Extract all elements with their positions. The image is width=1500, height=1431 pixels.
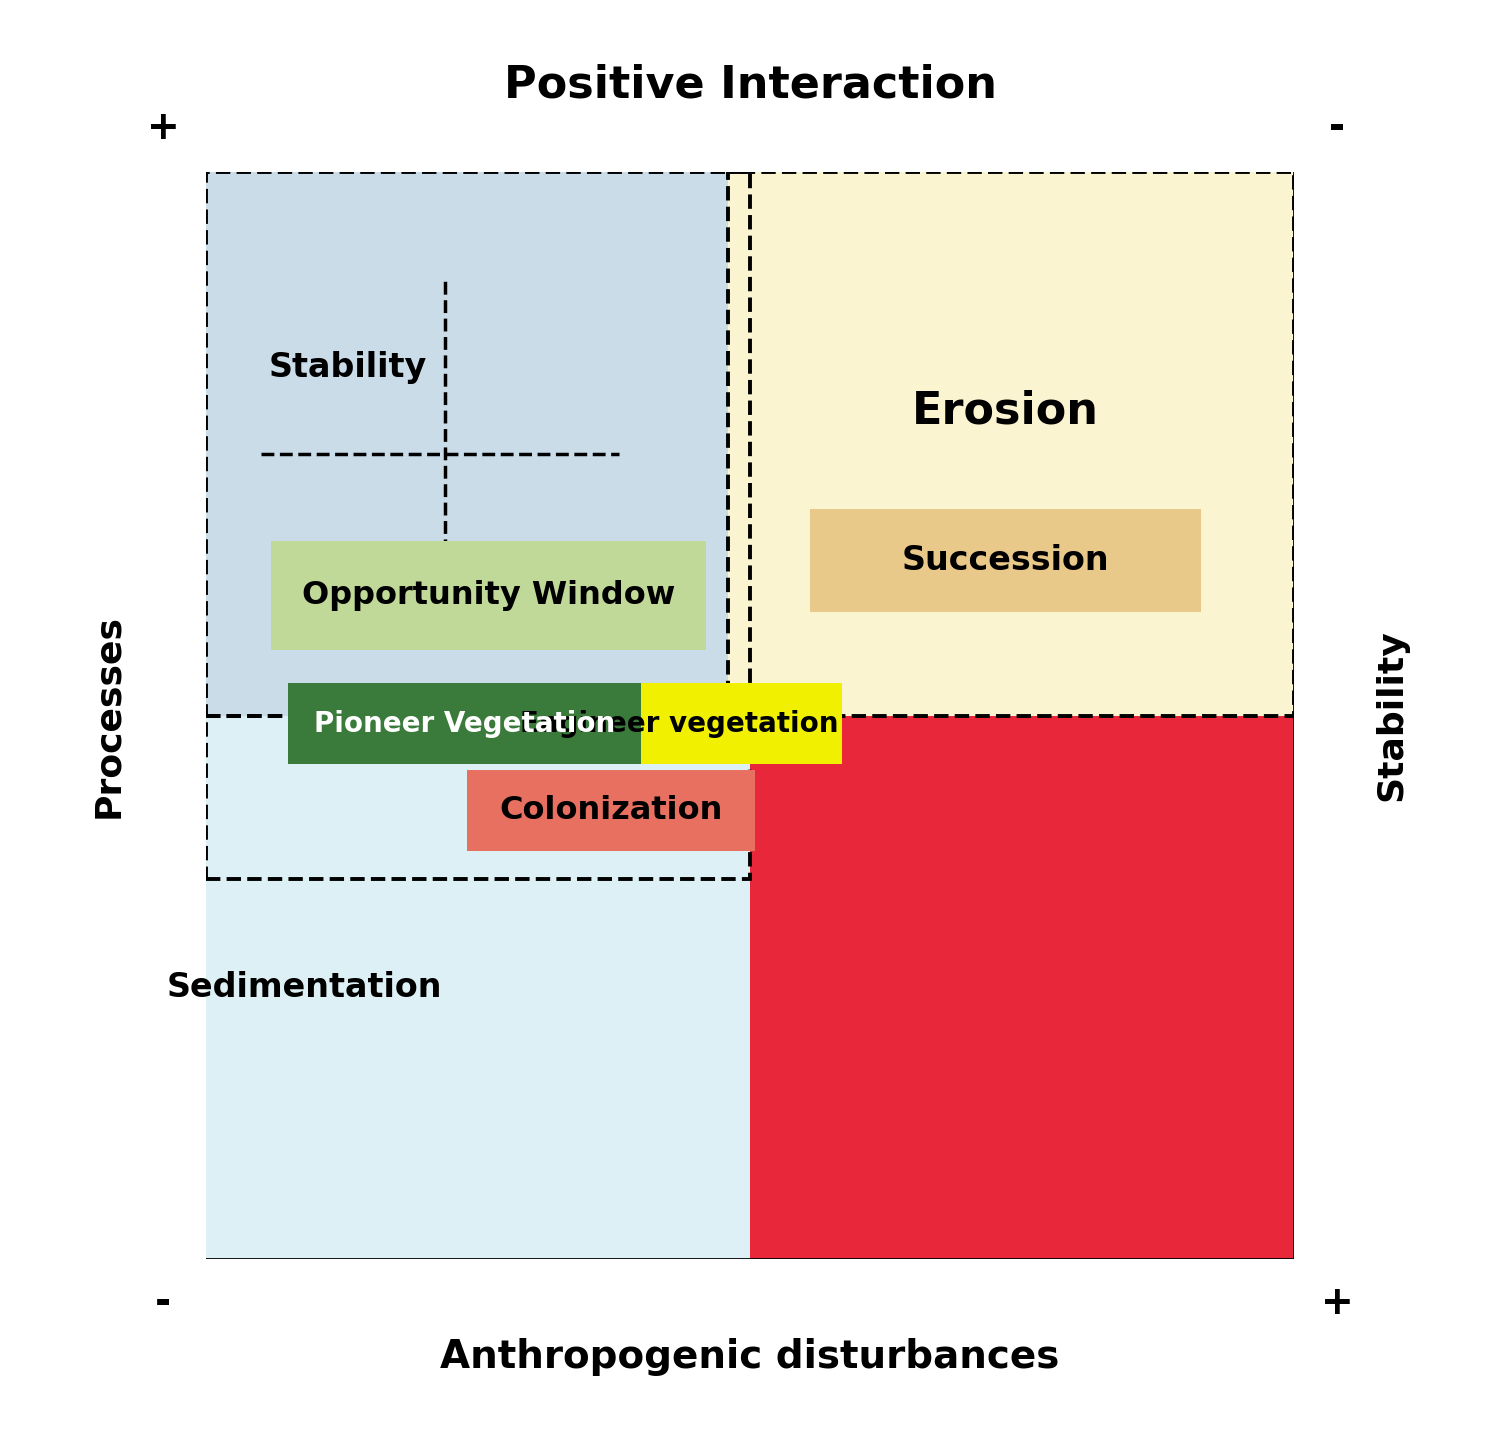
Text: Engineer vegetation: Engineer vegetation [520, 710, 839, 737]
Bar [728, 172, 1294, 716]
Bar [728, 172, 1294, 716]
Text: Anthropogenic disturbances: Anthropogenic disturbances [441, 1338, 1059, 1377]
Text: +: + [147, 109, 178, 147]
Text: Pioneer Vegetation: Pioneer Vegetation [314, 710, 615, 737]
Text: Processes: Processes [92, 614, 126, 817]
Text: +: + [1322, 1284, 1353, 1322]
Text: Opportunity Window: Opportunity Window [303, 581, 675, 611]
Text: Stability: Stability [268, 351, 426, 384]
Bar [206, 716, 750, 879]
Text: -: - [1329, 109, 1346, 147]
Bar [272, 541, 706, 650]
Bar [466, 770, 756, 851]
Text: -: - [154, 1284, 171, 1322]
Text: +: + [1322, 1284, 1353, 1322]
Bar [206, 716, 1294, 1259]
Bar [288, 683, 640, 764]
Bar [810, 509, 1202, 612]
Text: +: + [147, 109, 178, 147]
Text: Stability: Stability [1374, 630, 1408, 801]
Text: Positive Interaction: Positive Interaction [504, 63, 996, 106]
Text: -: - [1329, 109, 1346, 147]
Bar [516, 683, 843, 764]
Text: Colonization: Colonization [500, 796, 723, 826]
Text: Sedimentation: Sedimentation [166, 970, 442, 1005]
Text: Erosion: Erosion [912, 389, 1100, 432]
Bar [206, 172, 750, 716]
Bar [206, 172, 750, 716]
Bar [750, 716, 1294, 1259]
Text: Succession: Succession [902, 544, 1110, 577]
